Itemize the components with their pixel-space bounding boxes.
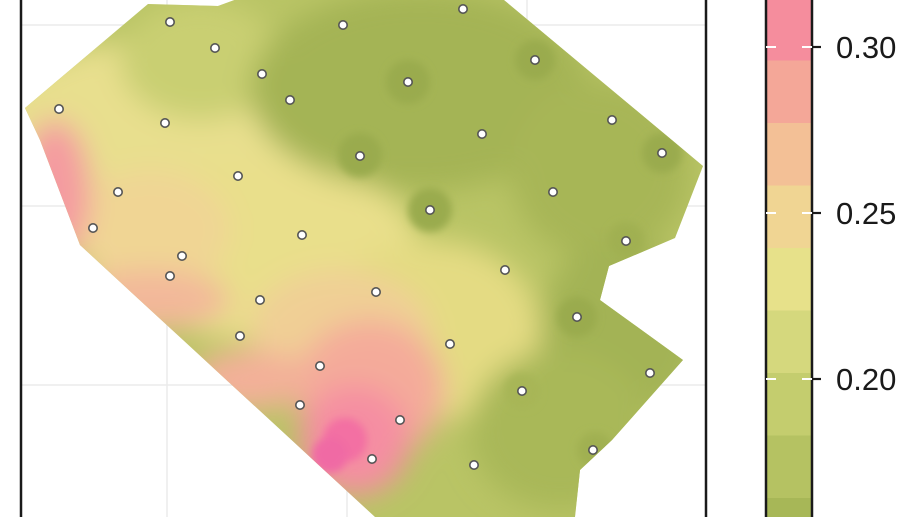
sample-point — [366, 453, 377, 464]
legend-color-band — [766, 123, 812, 187]
legend-tick-label: 0.20 — [836, 362, 896, 397]
sample-point — [88, 223, 99, 234]
sample-point — [314, 360, 325, 371]
legend-bar-border — [764, 0, 814, 517]
sample-point — [606, 115, 617, 126]
legend-tick-label: 0.30 — [836, 30, 896, 65]
sample-point — [529, 54, 540, 65]
sample-point — [444, 338, 455, 349]
sample-point — [499, 264, 510, 275]
sample-point — [516, 385, 527, 396]
sample-point — [256, 69, 267, 80]
sample-point — [394, 414, 405, 425]
legend-color-band — [766, 435, 812, 499]
legend-ticks: 0.20 0.25 0.30 — [766, 30, 896, 397]
sample-point — [165, 16, 176, 27]
map-panel — [19, 0, 708, 517]
color-legend: 0.20 0.25 0.30 — [764, 0, 896, 517]
sample-point — [620, 236, 631, 247]
legend-color-band — [766, 185, 812, 249]
legend-color-bar — [766, 0, 812, 517]
legend-color-band — [766, 310, 812, 374]
sample-point — [177, 251, 188, 262]
sample-point — [547, 187, 558, 198]
sample-point — [233, 171, 244, 182]
sample-point — [402, 77, 413, 88]
sample-point — [337, 19, 348, 30]
sample-points — [53, 4, 667, 470]
sample-point — [587, 444, 598, 455]
legend-color-band — [766, 373, 812, 437]
legend-tick-label: 0.25 — [836, 196, 896, 231]
sample-point — [113, 187, 124, 198]
sample-point — [354, 151, 365, 162]
sample-point — [53, 104, 64, 115]
sample-point — [644, 367, 655, 378]
sample-point — [296, 230, 307, 241]
sample-point — [255, 294, 266, 305]
sample-point — [424, 205, 435, 216]
sample-point — [210, 42, 221, 53]
sample-point — [294, 399, 305, 410]
sample-point — [457, 4, 468, 14]
legend-color-band — [766, 498, 812, 517]
sample-point — [468, 459, 479, 470]
sample-point — [476, 129, 487, 140]
legend-color-band — [766, 0, 812, 62]
sample-point — [165, 270, 176, 281]
sample-point — [571, 311, 582, 322]
legend-color-band — [766, 60, 812, 124]
legend-color-band — [766, 248, 812, 312]
sample-point — [160, 118, 171, 129]
sample-point — [284, 95, 295, 106]
sample-point — [235, 330, 246, 341]
sample-point — [370, 286, 381, 297]
sample-point — [656, 148, 667, 159]
